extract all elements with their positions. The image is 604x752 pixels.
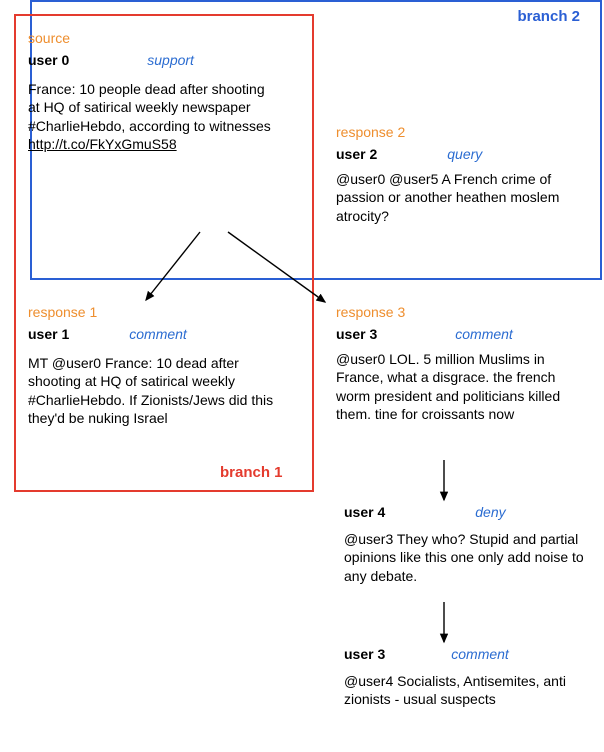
reply-3a-user: user 4	[344, 504, 385, 520]
response-3-tweet: response 3 user 3 comment @user0 LOL. 5 …	[336, 304, 588, 424]
source-kind-label: source	[28, 30, 278, 46]
response-1-kind-label: response 1	[28, 304, 280, 320]
reply-3b-stance: comment	[451, 646, 509, 662]
response-2-user: user 2	[336, 146, 377, 162]
reply-3b-user: user 3	[344, 646, 385, 662]
reply-3b-body: @user4 Socialists, Antisemites, anti zio…	[344, 672, 590, 709]
reply-3a-body: @user3 They who? Stupid and partial opin…	[344, 530, 590, 585]
response-2-stance: query	[447, 146, 482, 162]
reply-3a-tweet: user 4 deny @user3 They who? Stupid and …	[344, 504, 590, 585]
response-2-tweet: response 2 user 2 query @user0 @user5 A …	[336, 124, 586, 225]
response-3-kind-label: response 3	[336, 304, 588, 320]
response-3-stance: comment	[455, 326, 513, 342]
source-user: user 0	[28, 52, 69, 68]
response-2-body: @user0 @user5 A French crime of passion …	[336, 170, 586, 225]
source-stance: support	[147, 52, 194, 68]
response-1-user: user 1	[28, 326, 69, 342]
branch-1-label: branch 1	[220, 464, 283, 481]
source-link[interactable]: http://t.co/FkYxGmuS58	[28, 136, 177, 152]
response-3-user: user 3	[336, 326, 377, 342]
source-body: France: 10 people dead after shooting at…	[28, 80, 278, 154]
response-1-tweet: response 1 user 1 comment MT @user0 Fran…	[28, 304, 280, 428]
response-1-body: MT @user0 France: 10 dead after shooting…	[28, 354, 280, 428]
reply-3b-tweet: user 3 comment @user4 Socialists, Antise…	[344, 646, 590, 709]
source-body-text: France: 10 people dead after shooting at…	[28, 81, 271, 134]
response-3-body: @user0 LOL. 5 million Muslims in France,…	[336, 350, 588, 424]
response-2-kind-label: response 2	[336, 124, 586, 140]
source-tweet: source user 0 support France: 10 people …	[28, 30, 278, 154]
reply-3a-stance: deny	[475, 504, 505, 520]
response-1-stance: comment	[129, 326, 187, 342]
branch-2-label: branch 2	[517, 8, 580, 25]
